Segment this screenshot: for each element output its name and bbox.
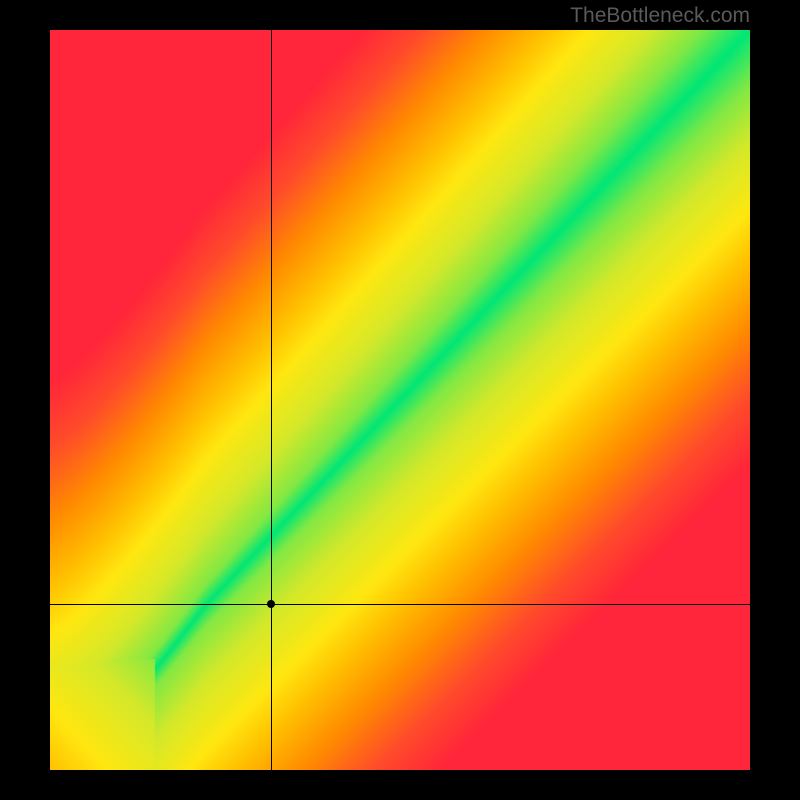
- crosshair-vertical-line: [271, 30, 272, 770]
- heatmap-plot: [50, 30, 750, 770]
- watermark-text: TheBottleneck.com: [570, 4, 750, 28]
- heatmap-canvas: [50, 30, 750, 770]
- crosshair-horizontal-line: [50, 604, 750, 605]
- crosshair-marker-dot: [267, 600, 275, 608]
